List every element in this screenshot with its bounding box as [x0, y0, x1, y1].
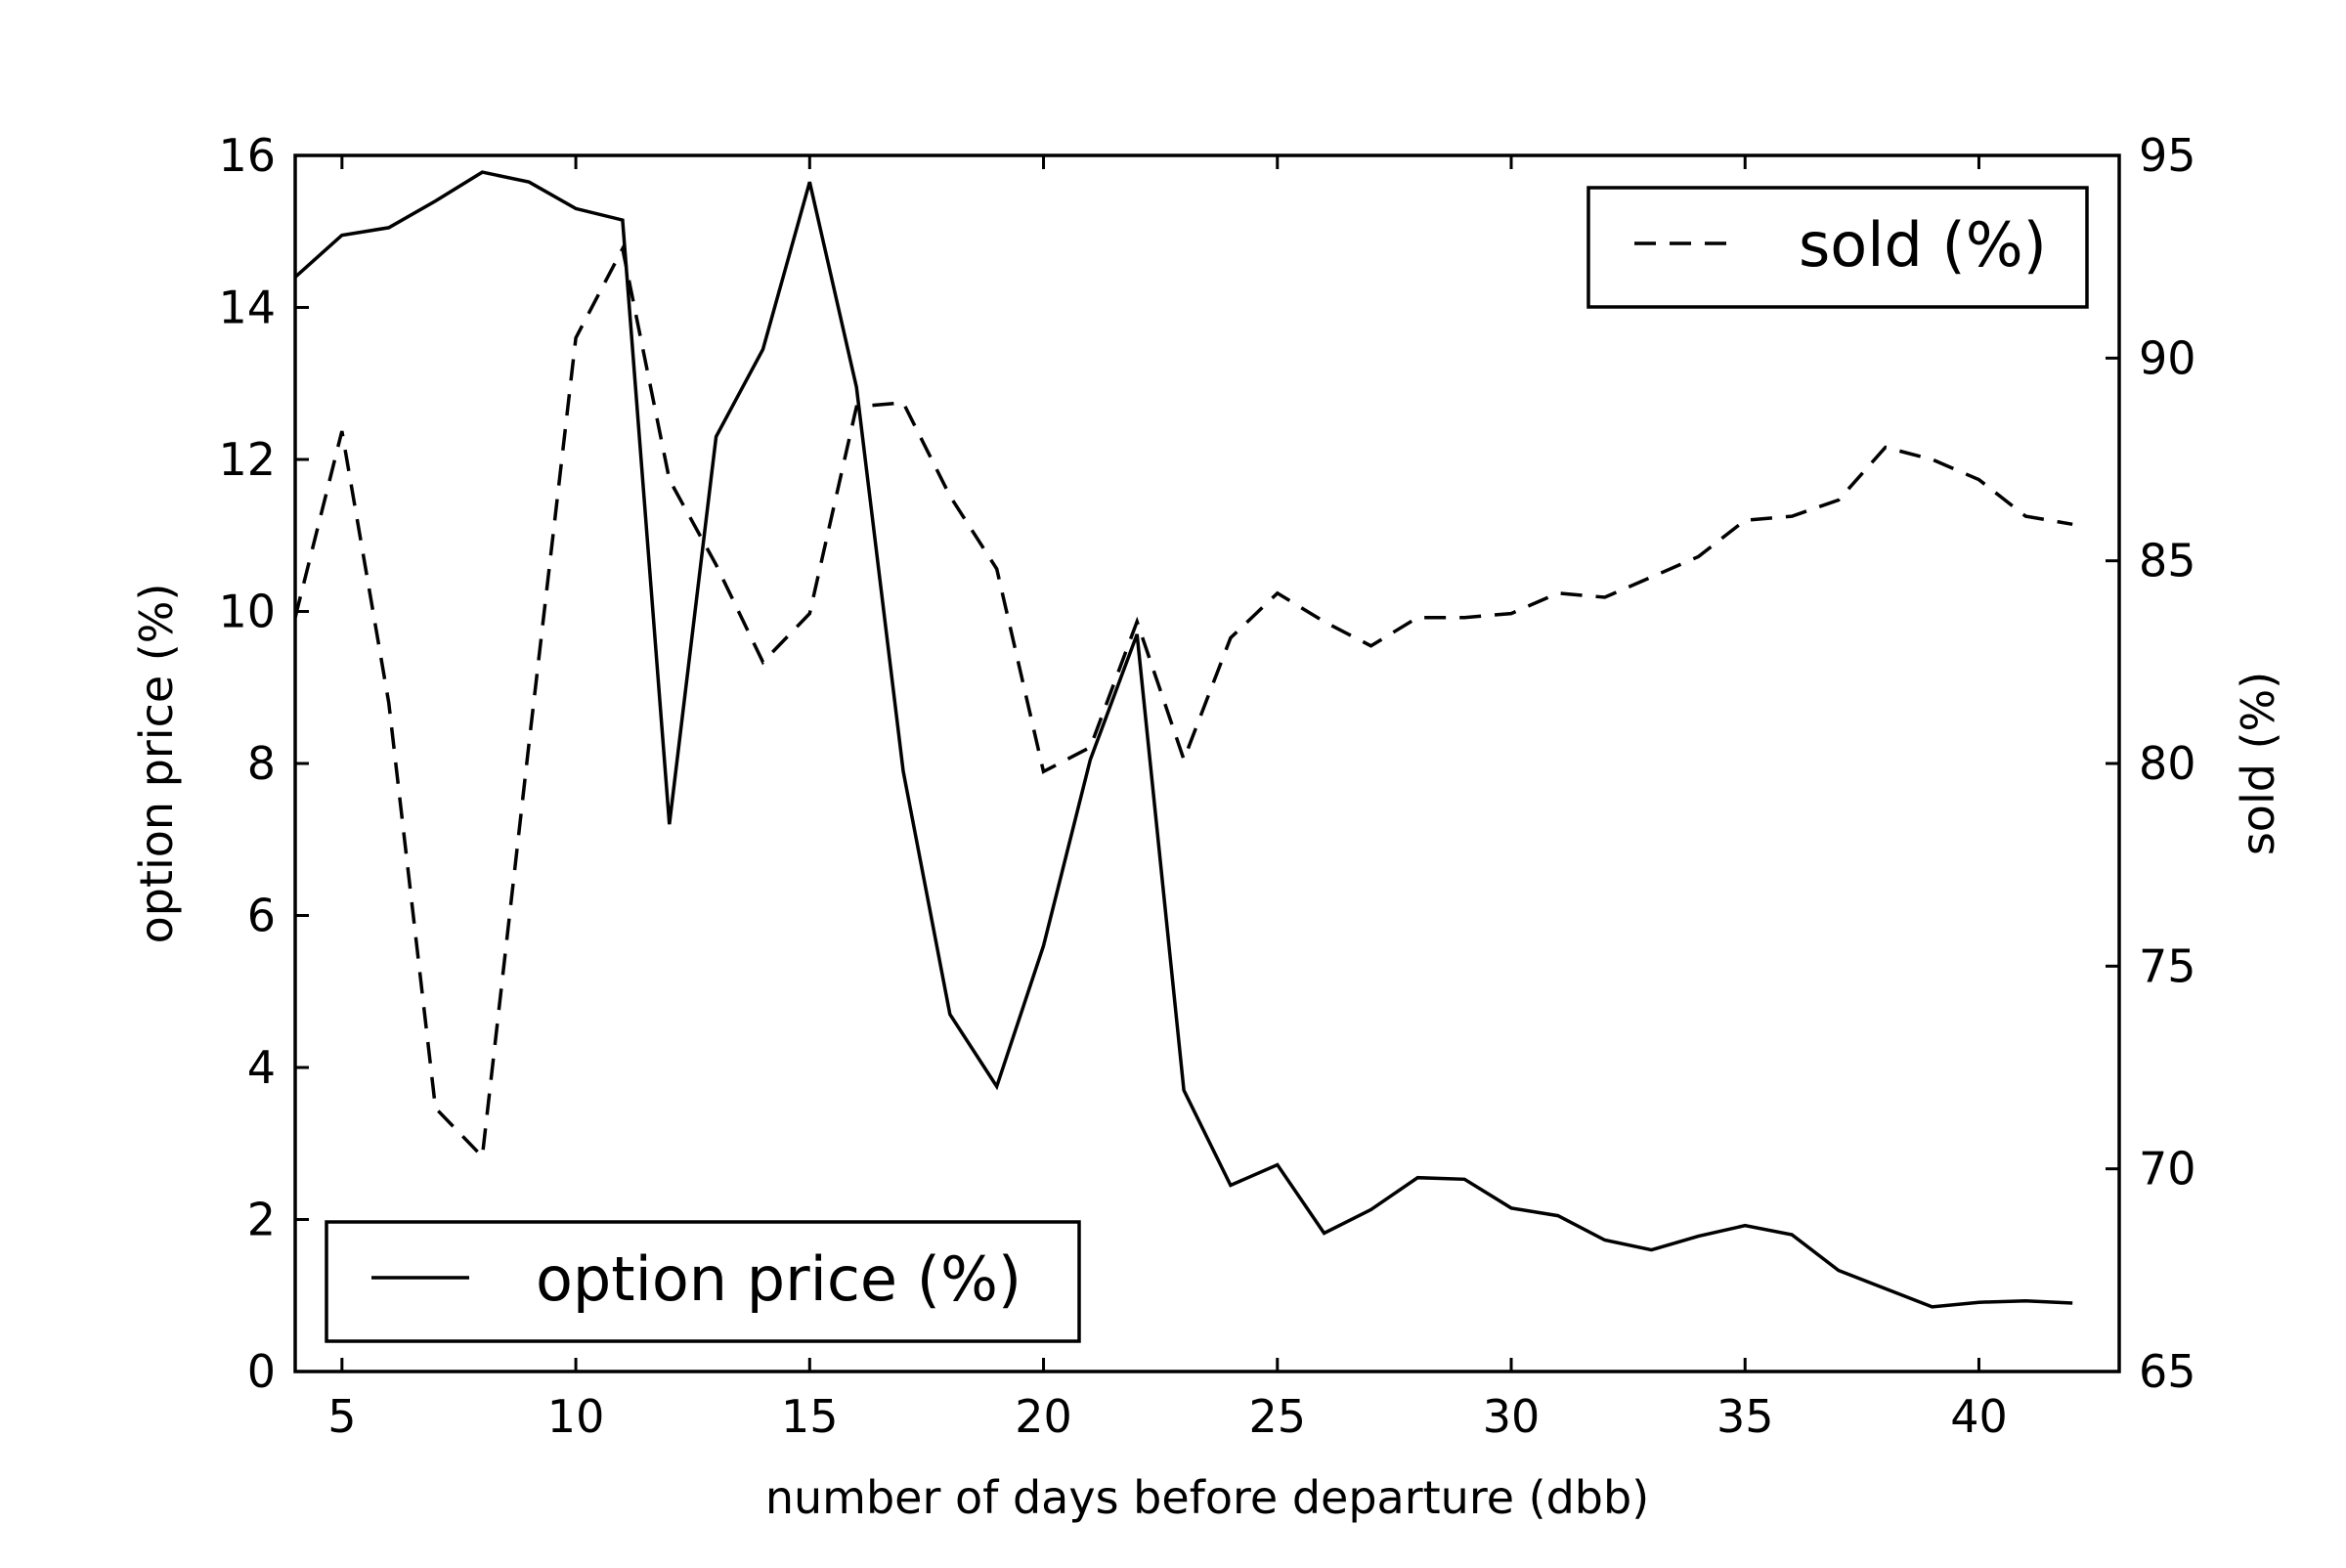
legend-option-price-label: option price (%) [536, 1243, 1021, 1315]
y-left-tick-label: 10 [218, 586, 276, 638]
x-tick-label: 30 [1483, 1390, 1541, 1443]
y-left-tick-label: 0 [247, 1345, 276, 1398]
legend-sold: sold (%) [1586, 186, 2089, 309]
y-right-tick-label: 85 [2139, 535, 2196, 588]
x-tick-label: 20 [1015, 1390, 1072, 1443]
x-tick-label: 25 [1248, 1390, 1306, 1443]
y-right-tick-label: 90 [2139, 331, 2196, 384]
y-left-tick-label: 4 [247, 1041, 276, 1094]
legend-sold-frame [1586, 186, 2089, 309]
y-right-tick-label: 80 [2139, 737, 2196, 790]
legend-option-price-frame [325, 1220, 1081, 1343]
y-left-tick-label: 12 [218, 433, 276, 486]
x-tick-label: 40 [1950, 1390, 2008, 1443]
y-left-tick-label: 16 [218, 129, 276, 182]
x-tick-label: 35 [1716, 1390, 1774, 1443]
y-left-tick-label: 6 [247, 890, 276, 942]
series-layer [293, 170, 2073, 1309]
ticks-layer: 5 10 15 20 25 30 35 40 0 2 4 6 8 10 12 14 16 65 70 75 80 85 90… [218, 129, 2195, 1443]
legend-option-price: option price (%) [325, 1220, 1081, 1343]
x-tick-label: 15 [781, 1390, 839, 1443]
y-right-tick-label: 70 [2139, 1143, 2196, 1196]
y-right-tick-label: 65 [2139, 1345, 2196, 1398]
y-left-tick-label: 8 [247, 737, 276, 790]
y-axis-left-label: option price (%) [130, 584, 183, 944]
y-left-tick-label: 14 [218, 282, 276, 334]
y-axis-right-label: sold (%) [2232, 672, 2284, 855]
plot-frame [293, 153, 2121, 1373]
y-right-tick-label: 95 [2139, 129, 2196, 182]
y-left-tick-label: 2 [247, 1194, 276, 1246]
x-axis-label: number of days before departure (dbb) [765, 1471, 1649, 1524]
series-sold-line [293, 243, 2073, 1161]
x-tick-label: 5 [327, 1390, 356, 1443]
y-right-tick-label: 75 [2139, 939, 2196, 992]
legend-sold-label: sold (%) [1799, 209, 2047, 281]
series-option-price-line [293, 170, 2073, 1309]
x-tick-label: 10 [547, 1390, 605, 1443]
